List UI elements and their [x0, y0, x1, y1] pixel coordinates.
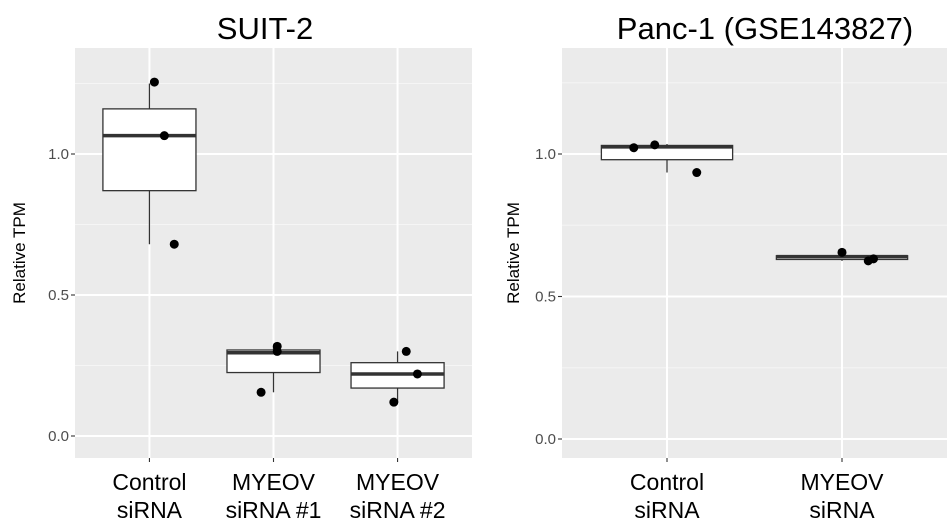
y-axis-label: Relative TPM: [10, 202, 29, 304]
y-tick-label: 0.5: [48, 287, 69, 304]
data-point: [837, 247, 847, 257]
x-tick-label: Control siRNA: [112, 469, 186, 523]
data-point: [401, 346, 411, 356]
y-tick-label: 0.0: [535, 431, 556, 448]
y-tick-label: 1.0: [48, 146, 69, 163]
x-tick-label: Control siRNA: [630, 469, 704, 523]
x-tick-label-line: siRNA: [809, 497, 875, 523]
x-tick-label: MYEOV siRNA: [800, 469, 884, 523]
data-point: [692, 168, 702, 178]
x-tick-label-line: Control: [630, 469, 704, 495]
plot-background: [562, 48, 947, 458]
chart-title: Panc-1 (GSE143827): [617, 11, 913, 46]
box: [102, 108, 197, 192]
data-point: [650, 140, 660, 150]
x-tick-label-line: siRNA #1: [226, 497, 322, 523]
x-tick-label-line: Control: [112, 469, 186, 495]
y-tick-label: 0.5: [535, 289, 556, 306]
data-point: [629, 143, 639, 153]
data-point: [869, 254, 878, 264]
x-tick-label-line: siRNA #2: [350, 497, 446, 523]
x-tick-label-line: MYEOV: [232, 469, 316, 495]
data-point: [159, 131, 169, 141]
data-point: [169, 239, 179, 249]
data-point: [272, 346, 282, 356]
data-point: [412, 369, 422, 379]
chart-title: SUIT-2: [217, 11, 313, 46]
x-tick-label: MYEOV siRNA #2: [350, 469, 446, 523]
x-tick-label-line: MYEOV: [800, 469, 884, 495]
y-axis-label: Relative TPM: [504, 202, 523, 304]
x-tick-label-line: MYEOV: [356, 469, 440, 495]
y-tick-label: 0.0: [48, 428, 69, 445]
data-point: [149, 77, 159, 87]
data-point: [256, 387, 266, 397]
x-tick-label-line: siRNA: [634, 497, 700, 523]
data-point: [389, 397, 399, 407]
x-tick-label: MYEOV siRNA #1: [226, 469, 322, 523]
y-tick-label: 1.0: [535, 146, 556, 163]
x-tick-label-line: siRNA: [117, 497, 183, 523]
